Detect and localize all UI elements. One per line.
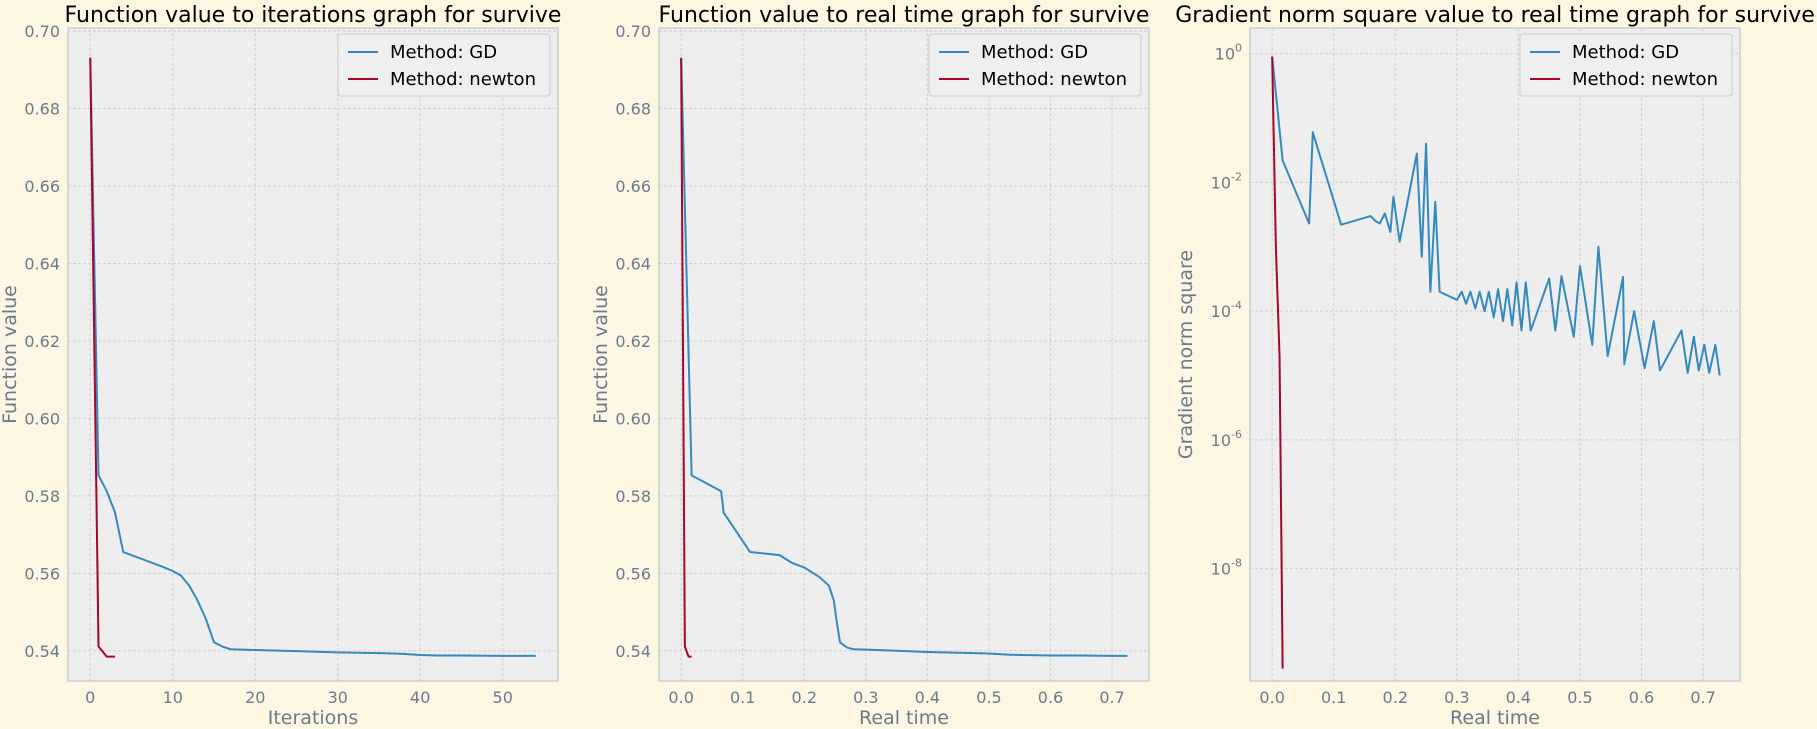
legend-box (1519, 33, 1733, 97)
x-tick-label: 10 (163, 688, 183, 707)
y-tick-label: 0.68 (615, 100, 651, 119)
y-tick-label: 100 (1215, 42, 1242, 64)
chart-title: Gradient norm square value to real time … (1175, 3, 1815, 28)
chart-title: Function value to real time graph for su… (659, 3, 1150, 28)
y-tick-label: 0.58 (24, 487, 60, 506)
x-tick-label: 0.5 (976, 688, 1001, 707)
x-tick-label: 40 (410, 688, 430, 707)
chart-panel-realtime: 0.0 0.1 0.2 0.3 0.4 0.5 0.6 0.7 0.54 0.56 0.58 0.60… (590, 3, 1150, 729)
series-line-gd (89, 57, 536, 657)
x-tick-label: 30 (328, 688, 348, 707)
plot-area (658, 27, 1150, 682)
legend-label: Method: GD (1572, 42, 1679, 63)
y-tick-label: 0.64 (615, 254, 651, 273)
plot-area (67, 27, 559, 682)
y-tick-label: 0.54 (615, 642, 651, 661)
x-tick-label: 0.5 (1567, 688, 1592, 707)
y-tick-label: 0.56 (615, 564, 651, 583)
legend-box (337, 33, 551, 97)
y-tick-label: 0.62 (615, 332, 651, 351)
y-tick-label: 10-6 (1211, 428, 1242, 450)
chart-panel-iterations: 0 10 20 30 40 50 0.54 0.56 0.58 0.60 0.62 0.64 0.66 0… (0, 3, 561, 729)
x-axis-label: Iterations (268, 707, 359, 729)
x-tick-label: 0.1 (1321, 688, 1346, 707)
y-tick-label: 0.60 (24, 409, 60, 428)
x-tick-label: 0.3 (853, 688, 878, 707)
y-tick-label: 0.64 (24, 254, 60, 273)
x-axis-label: Real time (859, 707, 949, 729)
x-tick-label: 0.7 (1690, 688, 1715, 707)
y-tick-label: 10-4 (1211, 299, 1242, 321)
series-line-gd (680, 57, 1128, 657)
chart-panel-gradient-norm: 0.0 0.1 0.2 0.3 0.4 0.5 0.6 0.7 100 10-2 10-4 10-6 1… (1175, 3, 1815, 729)
series-line-newton (89, 57, 116, 658)
y-axis-label: Gradient norm square (1175, 250, 1197, 459)
y-tick-label: 0.70 (24, 22, 60, 41)
legend-box (928, 33, 1142, 97)
series-line-newton (1271, 56, 1284, 669)
x-tick-label: 20 (245, 688, 265, 707)
x-tick-label: 0.6 (1038, 688, 1063, 707)
legend-label: Method: newton (390, 69, 536, 90)
y-tick-label: 0.56 (24, 564, 60, 583)
x-tick-label: 0.1 (730, 688, 755, 707)
series-line-gd (1271, 56, 1721, 376)
y-tick-label: 10-8 (1211, 557, 1242, 579)
x-tick-label: 0.4 (915, 688, 940, 707)
series-line-newton (680, 57, 692, 658)
legend-label: Method: GD (981, 42, 1088, 63)
x-tick-label: 0.2 (1383, 688, 1408, 707)
x-tick-label: 0.7 (1099, 688, 1124, 707)
y-tick-label: 10-2 (1211, 170, 1242, 192)
x-axis-label: Real time (1450, 707, 1540, 729)
x-tick-label: 50 (493, 688, 513, 707)
legend-label: Method: newton (981, 69, 1127, 90)
y-tick-label: 0.58 (615, 487, 651, 506)
x-tick-label: 0.0 (1259, 688, 1284, 707)
y-tick-label: 0.66 (615, 177, 651, 196)
y-tick-label: 0.60 (615, 409, 651, 428)
y-tick-label: 0.68 (24, 100, 60, 119)
chart-title: Function value to iterations graph for s… (65, 3, 562, 28)
x-tick-label: 0.6 (1629, 688, 1654, 707)
x-tick-label: 0.4 (1506, 688, 1531, 707)
legend-label: Method: GD (390, 42, 497, 63)
plot-area (1249, 27, 1741, 682)
y-tick-label: 0.70 (615, 22, 651, 41)
y-axis-label: Function value (590, 285, 612, 424)
x-tick-label: 0.0 (668, 688, 693, 707)
x-tick-label: 0 (85, 688, 95, 707)
x-tick-label: 0.2 (792, 688, 817, 707)
y-tick-label: 0.54 (24, 642, 60, 661)
y-tick-label: 0.62 (24, 332, 60, 351)
y-tick-label: 0.66 (24, 177, 60, 196)
x-tick-label: 0.3 (1444, 688, 1469, 707)
legend-label: Method: newton (1572, 69, 1718, 90)
y-axis-label: Function value (0, 285, 21, 424)
